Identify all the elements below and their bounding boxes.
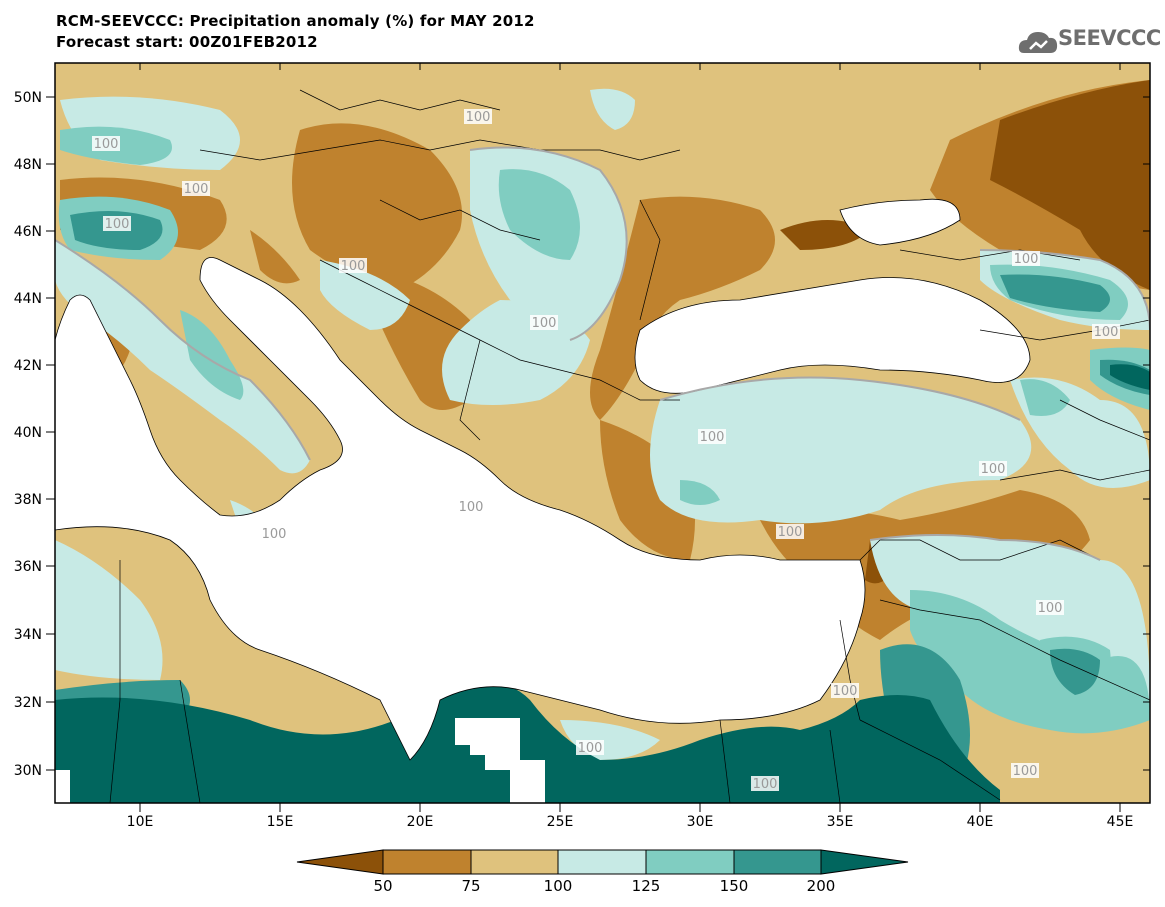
contour-label-bg: [103, 216, 131, 231]
contour-label-bg: [979, 461, 1007, 476]
contour-label-100: 100: [341, 259, 366, 274]
contour-label-bg: [831, 683, 859, 698]
white-nodata-corner: [55, 770, 70, 803]
contour-label-100: 100: [105, 217, 130, 232]
contour-label-bg: [92, 136, 120, 151]
lon-tick-label: 45E: [1107, 814, 1134, 830]
contour-label-100: 100: [459, 500, 484, 515]
colorbar-tick-label: 50: [373, 877, 392, 895]
colorbar-above-200-triangle: [820, 849, 909, 875]
contour-label-bg: [464, 109, 492, 124]
contour-label-bg: [457, 499, 485, 514]
contour-label-bg: [530, 315, 558, 330]
lat-tick-label: 40N: [14, 425, 42, 441]
contour-label-100: 100: [833, 684, 858, 699]
contour-label-bg: [576, 740, 604, 755]
lat-tick-label: 50N: [14, 90, 42, 106]
colorbar-bin: [557, 849, 647, 875]
seevccc-cloud-logo-icon: [1018, 32, 1058, 53]
contour-label-100: 100: [981, 462, 1006, 477]
country-borders: [109, 89, 1150, 803]
forecast-start-label: Forecast start: 00Z01FEB2012: [56, 33, 318, 51]
colorbar-tick-label: 125: [632, 877, 661, 895]
longitude-axis: 10E 15E 20E 25E 30E 35E 40E 45E: [127, 63, 1134, 830]
lat-tick-label: 36N: [14, 559, 42, 575]
contour-label-bg: [182, 181, 210, 196]
contour-label-bg: [1092, 324, 1120, 339]
colorbar-tick-label: 75: [461, 877, 480, 895]
contour-label-bg: [751, 776, 779, 791]
lon-tick-label: 30E: [687, 814, 714, 830]
colorbar-bin: [733, 849, 822, 875]
lat-tick-label: 42N: [14, 358, 42, 374]
contour-label-bg: [698, 429, 726, 444]
lat-tick-label: 30N: [14, 763, 42, 779]
contour-label-bg: [1011, 763, 1039, 778]
colorbar-bin: [470, 849, 559, 875]
contour-label-100: 100: [578, 741, 603, 756]
lon-tick-label: 15E: [267, 814, 294, 830]
lat-tick-label: 34N: [14, 627, 42, 643]
contour-label-100: 100: [1014, 252, 1039, 267]
contour-label-100: 100: [1038, 601, 1063, 616]
lat-tick-label: 48N: [14, 157, 42, 173]
lon-tick-label: 10E: [127, 814, 154, 830]
contour-label-bg: [339, 258, 367, 273]
lat-tick-label: 32N: [14, 695, 42, 711]
colorbar-tick-label: 150: [720, 877, 749, 895]
colorbar-bin: [645, 849, 735, 875]
white-nodata-patch: [455, 718, 545, 803]
map-title: RCM-SEEVCCC: Precipitation anomaly (%) f…: [56, 12, 535, 30]
contour-label-bg: [776, 524, 804, 539]
contour-label-bg: [1036, 600, 1064, 615]
colorbar-bin: [382, 849, 472, 875]
lon-tick-label: 25E: [547, 814, 574, 830]
contour-label-100: 100: [262, 527, 287, 542]
contour-label-100: 100: [466, 110, 491, 125]
contour-label-100: 100: [700, 430, 725, 445]
contour-labels: 100 100 100 100 100 100 100 100 100 100 100 100 100 1…: [92, 109, 1120, 792]
contour-label-100: 100: [184, 182, 209, 197]
azov-sea: [839, 198, 961, 246]
latitude-axis: 50N 48N 46N 44N 42N 40N 38N 36N 34N 32N 30N: [14, 90, 1150, 779]
colorbar: 50 75 100 125 150 200: [296, 849, 909, 895]
lon-tick-label: 40E: [967, 814, 994, 830]
lat-tick-label: 38N: [14, 492, 42, 508]
contour-label-bg: [260, 526, 288, 541]
colorbar-below-50-triangle: [296, 849, 384, 875]
colorbar-tick-label: 200: [807, 877, 836, 895]
colorbar-tick-label: 100: [544, 877, 573, 895]
contour-label-bg: [1012, 251, 1040, 266]
contour-label-100: 100: [94, 137, 119, 152]
anomaly-field: [55, 63, 1150, 803]
lat-tick-label: 44N: [14, 291, 42, 307]
contour-label-100: 100: [753, 777, 778, 792]
lon-tick-label: 20E: [407, 814, 434, 830]
contour-label-100: 100: [1013, 764, 1038, 779]
contour-label-100: 100: [778, 525, 803, 540]
map-frame: [54, 62, 1151, 804]
lon-tick-label: 35E: [827, 814, 854, 830]
contour-label-100: 100: [532, 316, 557, 331]
contour-label-100: 100: [1094, 325, 1119, 340]
logo-text: SEEVCCC: [1058, 26, 1161, 50]
anomaly-above-200-regions: [55, 364, 1150, 803]
contour-lines-100: [55, 146, 1150, 561]
lat-tick-label: 46N: [14, 224, 42, 240]
